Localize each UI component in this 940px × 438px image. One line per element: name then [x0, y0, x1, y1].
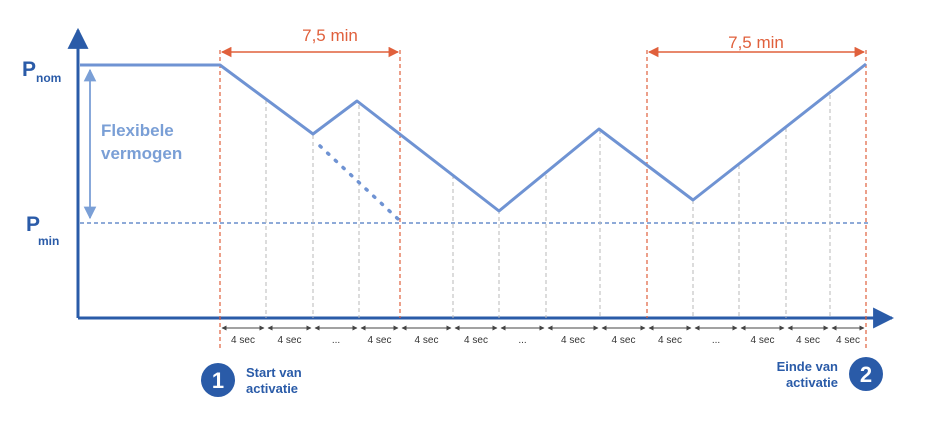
step-label: 4 sec — [368, 335, 392, 346]
step-label: ... — [712, 335, 720, 346]
step-label: ... — [518, 335, 526, 346]
step-label: 4 sec — [836, 335, 860, 346]
step-label: 4 sec — [415, 335, 439, 346]
step-separators — [265, 95, 831, 318]
step-label: 4 sec — [278, 335, 302, 346]
flexible-power-label-line2: vermogen — [101, 144, 182, 163]
step-label: 4 sec — [751, 335, 775, 346]
power-trajectory-line — [80, 62, 867, 213]
step-label: ... — [332, 335, 340, 346]
end-label-line1: Einde van — [777, 359, 838, 374]
end-activation-marker: 2 Einde van activatie — [777, 357, 883, 391]
step-label: 4 sec — [231, 335, 255, 346]
alternative-path-dotted — [318, 144, 400, 221]
start-label-line1: Start van — [246, 365, 302, 380]
flexible-power-label-line1: Flexibele — [101, 121, 174, 140]
start-activation-marker: 1 Start van activatie — [201, 363, 302, 397]
activation-boundaries — [219, 50, 867, 350]
end-badge-number: 2 — [860, 362, 872, 387]
start-badge — [201, 363, 235, 397]
duration-label-right: 7,5 min — [728, 33, 784, 52]
start-badge-number: 1 — [212, 368, 224, 393]
step-label: 4 sec — [561, 335, 585, 346]
step-label: 4 sec — [796, 335, 820, 346]
start-label-line2: activatie — [246, 381, 298, 396]
step-arrows: 4 sec 4 sec... 4 sec 4 sec 4 sec... 4 sec 4 se… — [221, 325, 865, 346]
step-label: 4 sec — [612, 335, 636, 346]
step-label: 4 sec — [464, 335, 488, 346]
end-badge — [849, 357, 883, 391]
duration-label-left: 7,5 min — [302, 26, 358, 45]
p-nom-label: Pnom — [22, 58, 61, 85]
step-label: 4 sec — [658, 335, 682, 346]
end-label-line2: activatie — [786, 375, 838, 390]
